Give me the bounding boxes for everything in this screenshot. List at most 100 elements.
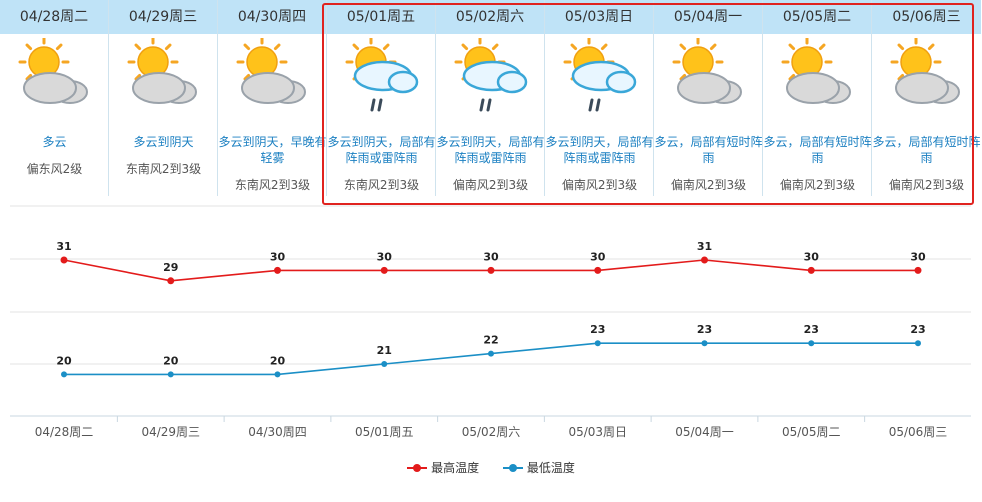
forecast-day: 04/30周四多云到阴天，早晚有轻雾东南风2到3级 <box>218 0 327 196</box>
data-label: 30 <box>270 250 286 263</box>
series-line-low <box>64 342 918 376</box>
legend-low-label: 最低温度 <box>526 461 575 475</box>
data-point <box>61 371 67 378</box>
forecast-desc: 多云，局部有短时阵雨 <box>763 135 872 165</box>
forecast-day: 05/04周一多云，局部有短时阵雨偏南风2到3级 <box>654 0 763 196</box>
forecast-day: 05/02周六多云到阴天，局部有阵雨或雷阵雨偏南风2到3级 <box>436 0 545 196</box>
data-label: 30 <box>804 250 820 263</box>
forecast-date: 05/03周日 <box>545 0 653 34</box>
x-tick-label: 05/03周日 <box>568 425 627 439</box>
data-point <box>701 256 708 264</box>
legend-low[interactable]: 最低温度 <box>502 459 575 476</box>
cloud-sun-icon <box>668 36 750 120</box>
cloud-sun-icon <box>777 36 859 120</box>
data-point <box>167 371 174 378</box>
forecast-day: 05/01周五多云到阴天，局部有阵雨或雷阵雨东南风2到3级 <box>327 0 436 196</box>
x-tick-label: 04/28周二 <box>35 425 94 439</box>
data-label: 31 <box>56 240 71 253</box>
data-label: 30 <box>483 250 499 263</box>
data-point <box>487 266 495 274</box>
cloud-sun-icon <box>232 36 314 120</box>
x-tick-label: 04/29周三 <box>141 425 200 439</box>
forecast-day: 05/05周二多云，局部有短时阵雨偏南风2到3级 <box>763 0 872 196</box>
legend-low-marker <box>502 463 523 473</box>
data-label: 30 <box>910 250 926 263</box>
forecast-desc: 多云 <box>42 135 67 149</box>
forecast-wind: 东南风2到3级 <box>234 178 311 192</box>
data-label: 23 <box>697 323 712 336</box>
data-label: 29 <box>163 261 178 274</box>
forecast-wind: 偏南风2到3级 <box>779 178 856 192</box>
forecast-date: 05/05周二 <box>763 0 871 34</box>
data-point <box>594 340 601 347</box>
data-point <box>60 256 68 264</box>
data-label: 23 <box>804 323 819 336</box>
forecast-panel: 04/28周二 多云 偏东风2级 04/29周三 多云到阴天 东南风2到3级 04/30周四… <box>0 0 982 196</box>
forecast-desc: 多云到阴天 <box>133 135 194 149</box>
forecast-desc: 多云，局部有短时阵雨 <box>872 135 981 165</box>
data-label: 31 <box>697 240 712 253</box>
forecast-date: 05/04周一 <box>654 0 762 34</box>
forecast-desc: 多云到阴天，早晚有轻雾 <box>218 135 327 165</box>
data-label: 23 <box>910 323 925 336</box>
data-label: 30 <box>590 250 606 263</box>
forecast-day: 05/03周日多云到阴天，局部有阵雨或雷阵雨偏南风2到3级 <box>545 0 654 196</box>
chart-legend: 最高温度 最低温度 <box>0 459 982 476</box>
forecast-desc: 多云，局部有短时阵雨 <box>654 135 763 165</box>
forecast-wind: 东南风2到3级 <box>343 178 420 192</box>
forecast-date: 04/28周二 <box>0 0 108 34</box>
data-point <box>488 350 494 357</box>
legend-high-marker <box>407 463 428 473</box>
x-tick-label: 05/02周六 <box>462 425 521 439</box>
x-tick-label: 05/06周三 <box>889 425 948 439</box>
data-point <box>915 340 921 347</box>
legend-high[interactable]: 最高温度 <box>407 459 479 476</box>
temperature-chart: 04/28周二 04/29周三 04/30周四 05/01周五 05/02周六 05/03… <box>10 205 971 439</box>
forecast-wind: 东南风2到3级 <box>125 162 202 176</box>
forecast-wind: 偏南风2到3级 <box>670 178 747 192</box>
data-point <box>808 340 815 347</box>
data-label: 22 <box>483 334 498 347</box>
forecast-wind: 偏南风2到3级 <box>561 178 638 192</box>
cloud-rain-sun-icon <box>450 36 532 120</box>
x-tick-label: 05/05周二 <box>782 425 841 439</box>
data-point <box>381 361 388 367</box>
forecast-desc: 多云到阴天，局部有阵雨或雷阵雨 <box>545 135 654 165</box>
cloud-sun-icon <box>886 36 968 120</box>
cloud-sun-icon <box>14 36 96 120</box>
highlight-box <box>322 3 974 205</box>
data-label: 20 <box>270 354 286 367</box>
data-point <box>807 266 815 274</box>
data-point <box>594 266 602 274</box>
forecast-day: 04/28周二多云偏东风2级 <box>0 0 109 196</box>
cloud-sun-icon <box>123 36 205 120</box>
data-point <box>274 371 281 378</box>
forecast-date: 05/06周三 <box>872 0 981 34</box>
x-tick-label: 05/04周一 <box>675 425 734 439</box>
forecast-date: 05/02周六 <box>436 0 544 34</box>
forecast-wind: 偏东风2级 <box>26 162 83 176</box>
x-tick-label: 04/30周四 <box>248 425 307 439</box>
data-point <box>914 266 922 274</box>
forecast-desc: 多云到阴天，局部有阵雨或雷阵雨 <box>327 135 436 165</box>
forecast-date: 05/01周五 <box>327 0 435 34</box>
forecast-wind: 偏南风2到3级 <box>452 178 529 192</box>
forecast-date: 04/29周三 <box>109 0 217 34</box>
forecast-day: 05/06周三多云，局部有短时阵雨偏南风2到3级 <box>872 0 981 196</box>
data-point <box>701 340 708 347</box>
forecast-day: 04/29周三多云到阴天东南风2到3级 <box>109 0 218 196</box>
data-point <box>167 277 175 285</box>
data-point <box>380 266 388 274</box>
x-tick-label: 05/01周五 <box>355 425 414 439</box>
data-label: 21 <box>377 344 392 357</box>
forecast-desc: 多云到阴天，局部有阵雨或雷阵雨 <box>436 135 545 165</box>
data-label: 23 <box>590 323 605 336</box>
legend-high-label: 最高温度 <box>431 461 480 475</box>
data-label: 30 <box>377 250 393 263</box>
data-label: 20 <box>163 354 179 367</box>
cloud-rain-sun-icon <box>341 36 423 120</box>
forecast-wind: 偏南风2到3级 <box>888 178 965 192</box>
data-point <box>274 266 281 274</box>
forecast-date: 04/30周四 <box>218 0 326 34</box>
cloud-rain-sun-icon <box>559 36 641 120</box>
